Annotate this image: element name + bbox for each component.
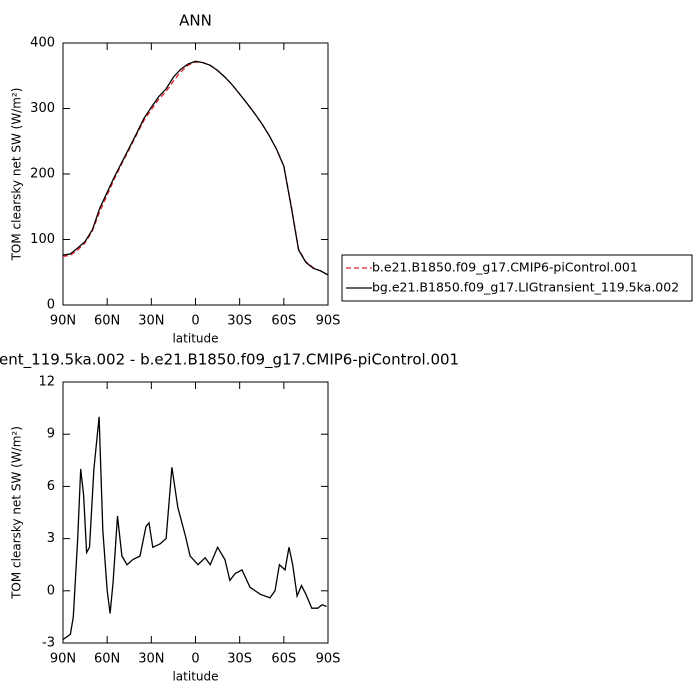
x-tick-label: 90N xyxy=(50,652,76,667)
x-tick-label: 30N xyxy=(138,652,164,667)
x-tick-label: 30S xyxy=(227,652,252,667)
chart-title: LIGtransient_119.5ka.002 - b.e21.B1850.f… xyxy=(0,351,459,370)
y-tick-label: 100 xyxy=(30,232,55,247)
x-tick-label: 60S xyxy=(271,314,296,329)
y-tick-label: 12 xyxy=(38,375,55,390)
x-tick-label: 60N xyxy=(94,652,120,667)
x-tick-label: 60N xyxy=(94,314,120,329)
x-tick-label: 90S xyxy=(316,652,341,667)
y-tick-label: -3 xyxy=(42,636,55,651)
y-tick-label: 3 xyxy=(47,531,55,546)
x-tick-label: 90N xyxy=(50,314,76,329)
legend-label: b.e21.B1850.f09_g17.CMIP6-piControl.001 xyxy=(372,260,638,275)
y-tick-label: 0 xyxy=(47,298,55,313)
data-line xyxy=(62,61,329,276)
data-line xyxy=(62,416,327,641)
x-tick-label: 30S xyxy=(227,314,252,329)
y-tick-label: 6 xyxy=(47,479,55,494)
x-axis-label: latitude xyxy=(172,670,218,684)
chart-title: ANN xyxy=(179,12,212,30)
y-tick-label: 9 xyxy=(47,427,55,442)
plot-frame xyxy=(62,42,329,306)
y-tick-label: 400 xyxy=(30,36,55,51)
legend-label: bg.e21.B1850.f09_g17.LIGtransient_119.5k… xyxy=(372,280,679,295)
y-axis-label: TOM clearsky net SW (W/m²) xyxy=(10,426,24,600)
y-tick-label: 200 xyxy=(30,167,55,182)
x-tick-label: 60S xyxy=(271,652,296,667)
y-tick-label: 0 xyxy=(47,583,55,598)
data-line xyxy=(62,60,329,276)
legend-box xyxy=(341,254,693,302)
y-axis-label: TOM clearsky net SW (W/m²) xyxy=(10,88,24,262)
y-tick-label: 300 xyxy=(30,101,55,116)
x-axis-label: latitude xyxy=(172,332,218,346)
x-tick-label: 90S xyxy=(316,314,341,329)
x-tick-label: 0 xyxy=(191,314,199,329)
x-tick-label: 30N xyxy=(138,314,164,329)
x-tick-label: 0 xyxy=(191,652,199,667)
